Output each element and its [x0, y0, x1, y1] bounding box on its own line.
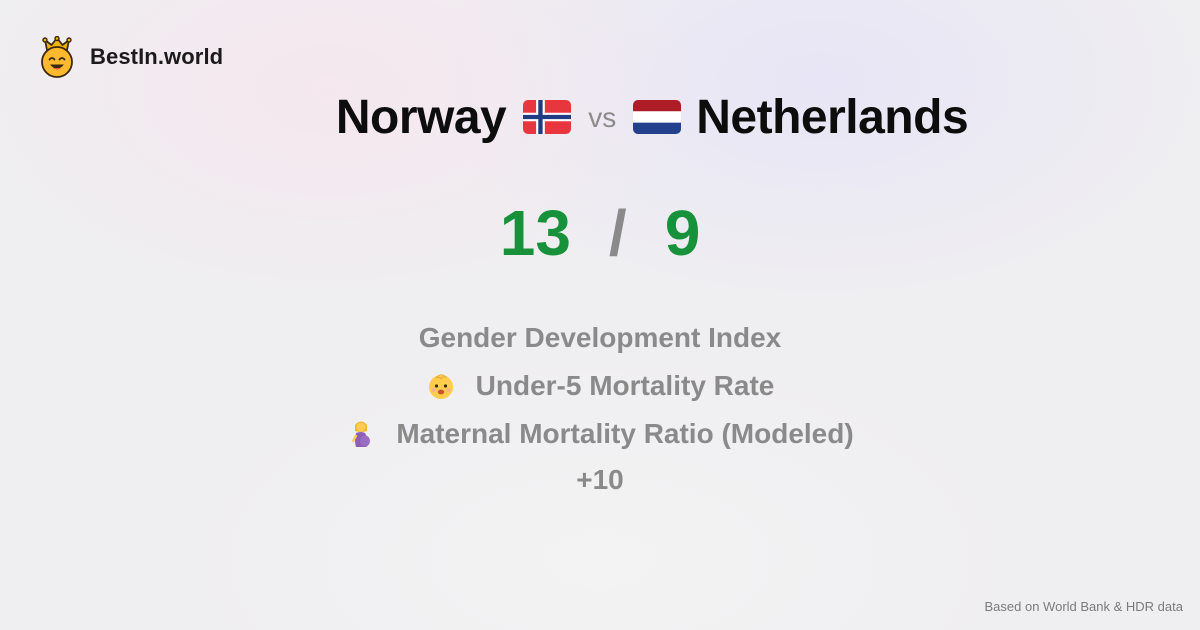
netherlands-flag-icon [633, 100, 682, 134]
metric-label: Under-5 Mortality Rate [475, 370, 775, 401]
pregnant-woman-icon [352, 421, 371, 447]
metric-item: Maternal Mortality Ratio (Modeled) [346, 410, 854, 458]
metrics-list: Gender Development Index Under-5 Mortali… [0, 314, 1200, 504]
left-score: 13 [499, 197, 571, 269]
versus-label: vs [588, 102, 617, 133]
metric-item: Under-5 Mortality Rate [426, 362, 775, 410]
data-source-note: Based on World Bank & HDR data [984, 599, 1183, 614]
score: 13 / 9 [0, 196, 1200, 270]
left-country-name: Norway [335, 90, 507, 144]
metric-label: Maternal Mortality Ratio (Modeled) [396, 418, 854, 449]
metric-label: Gender Development Index [418, 322, 782, 353]
norway-flag-icon [523, 100, 572, 134]
right-country-name: Netherlands [696, 90, 969, 144]
more-metrics-count: +10 [576, 464, 624, 495]
brand-name: BestIn.world [90, 44, 224, 69]
metric-item: Gender Development Index [419, 314, 782, 362]
brand[interactable]: BestIn.world [38, 36, 223, 78]
comparison-title: Norway vs Netherlands [0, 84, 1200, 150]
score-separator: / [608, 197, 627, 269]
crowned-smiley-icon [41, 36, 73, 78]
right-score: 9 [664, 197, 701, 269]
baby-icon [428, 374, 453, 399]
